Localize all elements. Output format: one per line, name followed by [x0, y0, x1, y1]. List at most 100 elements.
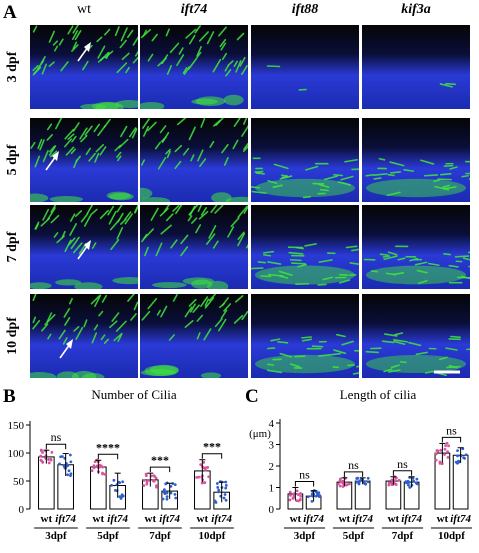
data-point: [163, 492, 166, 495]
data-point: [174, 493, 177, 496]
micrograph-tile-ift88-10dpf: [251, 294, 359, 378]
data-point: [444, 448, 447, 451]
data-point: [69, 474, 72, 477]
data-point: [289, 498, 292, 501]
category-label: ift74: [107, 513, 128, 525]
data-point: [223, 497, 226, 500]
micrograph-tile-ift74-5dpf: [140, 118, 248, 202]
category-label: ift74: [159, 513, 180, 525]
data-point: [41, 451, 44, 454]
data-point: [58, 462, 61, 465]
significance-bracket: [442, 437, 460, 442]
data-point: [340, 481, 343, 484]
micrograph-tile-ift88-3dpf: [251, 25, 359, 109]
data-point: [388, 484, 391, 487]
data-point: [224, 487, 227, 490]
data-point: [299, 492, 302, 495]
data-point: [405, 481, 408, 484]
significance-label: ns: [51, 430, 62, 444]
data-point: [299, 495, 302, 498]
data-point: [444, 444, 447, 447]
data-point: [147, 479, 150, 482]
data-point: [443, 453, 446, 456]
significance-label: ns: [397, 457, 408, 471]
data-point: [216, 482, 219, 485]
data-point: [162, 498, 165, 501]
y-tick-label: 100: [8, 448, 25, 460]
data-point: [118, 495, 121, 498]
category-label: wt: [41, 513, 53, 525]
data-point: [203, 467, 206, 470]
data-point: [225, 484, 228, 487]
data-point: [363, 482, 366, 485]
data-point: [395, 483, 398, 486]
data-point: [416, 478, 419, 481]
data-point: [292, 497, 295, 500]
category-label: wt: [339, 513, 351, 525]
micrograph-tile-wt-7dpf: [30, 205, 138, 289]
data-point: [143, 479, 146, 482]
micrograph-tile-kif3a-3dpf: [362, 25, 470, 109]
micrograph-tile-kif3a-5dpf: [362, 118, 470, 202]
y-tick-label: 3: [269, 440, 275, 452]
column-header-ift88: ift88: [251, 2, 359, 18]
data-point: [217, 489, 220, 492]
data-point: [398, 479, 401, 482]
data-point: [435, 453, 438, 456]
micrograph-tile-ift74-3dpf: [140, 25, 248, 109]
data-point: [114, 489, 117, 492]
data-point: [416, 483, 419, 486]
data-point: [447, 456, 450, 459]
data-point: [435, 459, 438, 462]
data-point: [224, 481, 227, 484]
column-header-kif3a: kif3a: [362, 2, 470, 18]
significance-label: ****: [96, 440, 120, 454]
data-point: [153, 475, 156, 478]
category-label: ift74: [450, 513, 471, 525]
y-tick-label: 150: [8, 420, 25, 432]
data-point: [348, 483, 351, 486]
data-point: [145, 474, 148, 477]
group-label-3dpf: 3dpf: [45, 530, 67, 542]
data-point: [39, 455, 42, 458]
data-point: [318, 495, 321, 498]
micrograph-tile-kif3a-10dpf: [362, 294, 470, 378]
data-point: [68, 469, 71, 472]
micrograph-tile-kif3a-7dpf: [362, 205, 470, 289]
data-point: [447, 444, 450, 447]
data-point: [40, 449, 43, 452]
significance-label: ns: [299, 468, 310, 482]
data-point: [199, 463, 202, 466]
data-point: [103, 473, 106, 476]
data-point: [121, 480, 124, 483]
data-point: [63, 464, 66, 467]
group-label-5dpf: 5dpf: [343, 530, 365, 542]
data-point: [462, 456, 465, 459]
data-point: [69, 454, 72, 457]
data-point: [142, 484, 145, 487]
data-point: [439, 462, 442, 465]
data-point: [358, 483, 361, 486]
column-header-wt: wt: [30, 2, 138, 18]
data-point: [437, 450, 440, 453]
row-label-7dpf: 7 dpf: [2, 205, 24, 289]
data-point: [155, 486, 158, 489]
data-point: [113, 479, 116, 482]
data-point: [465, 453, 468, 456]
data-point: [456, 454, 459, 457]
significance-bracket: [393, 471, 411, 476]
significance-bracket: [150, 467, 169, 472]
data-point: [122, 495, 125, 498]
data-point: [93, 466, 96, 469]
category-label: ift74: [401, 513, 422, 525]
data-point: [289, 491, 292, 494]
data-point: [367, 480, 370, 483]
data-point: [166, 495, 169, 498]
category-label: ift74: [303, 513, 324, 525]
group-label-5dpf: 5dpf: [97, 530, 119, 542]
category-label: wt: [93, 513, 105, 525]
significance-label: ns: [348, 458, 359, 472]
data-point: [110, 484, 113, 487]
significance-bracket: [98, 454, 117, 459]
